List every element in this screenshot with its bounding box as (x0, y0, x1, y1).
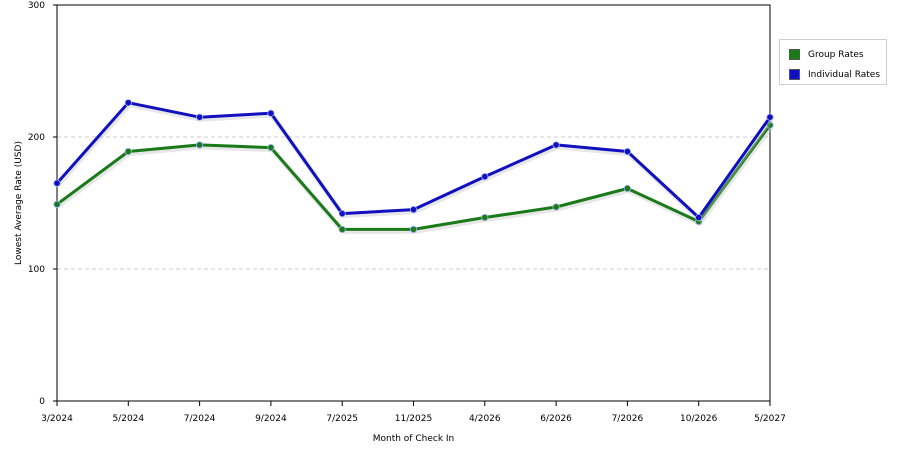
series-line-individual-rates (55, 101, 772, 219)
plot-area-frame (56, 4, 771, 402)
legend-item-group-rates: Group Rates (789, 48, 864, 61)
axes (56, 4, 771, 402)
x-axis-label: Month of Check In (373, 434, 455, 444)
data-point-group-rates (196, 141, 204, 149)
data-point-group-rates (124, 147, 132, 156)
data-point-group-rates (338, 225, 346, 233)
data-point-individual-rates (338, 209, 346, 218)
data-point-individual-rates (409, 206, 418, 214)
y-axis-label: Lowest Average Rate (USD) (14, 141, 24, 265)
data-point-individual-rates (53, 179, 61, 187)
legend: Group Rates Individual Rates (779, 39, 887, 85)
data-point-group-rates (267, 143, 275, 152)
data-point-individual-rates (196, 113, 204, 121)
data-point-group-rates (53, 200, 61, 208)
data-point-individual-rates (124, 99, 132, 107)
x-tick-label: 5/2027 (754, 414, 786, 424)
data-point-individual-rates (481, 173, 489, 181)
x-tick-label: 7/2026 (612, 414, 644, 424)
y-tick-label: 100 (28, 265, 45, 275)
x-tick-label: 9/2024 (255, 414, 287, 424)
series-shadow-group-rates (56, 125, 774, 234)
data-point-group-rates (766, 121, 774, 129)
data-point-individual-rates (552, 141, 560, 149)
x-tick-label: 11/2025 (395, 414, 432, 424)
x-axis-ticks: 3/2024 5/2024 7/2024 9/2024 7/2025 11/2025 4/2… (41, 401, 786, 424)
series-lines (53, 99, 774, 234)
x-tick-label: 3/2024 (41, 414, 73, 424)
legend-label-individual-rates: Individual Rates (808, 69, 881, 80)
series-shadow-individual-rates (56, 101, 774, 224)
legend-swatch-individual-rates (789, 69, 800, 80)
x-tick-label: 4/2026 (469, 414, 501, 424)
x-tick-label: 5/2024 (112, 414, 144, 424)
data-point-individual-rates (267, 109, 275, 117)
y-tick-label: 0 (39, 397, 45, 407)
legend-item-individual-rates: Individual Rates (789, 68, 880, 81)
data-point-individual-rates (623, 147, 632, 156)
data-point-group-rates (409, 225, 418, 233)
data-point-group-rates (481, 213, 489, 222)
data-point-group-rates (552, 203, 560, 211)
x-tick-label: 7/2025 (326, 414, 358, 424)
legend-label-group-rates: Group Rates (808, 49, 864, 60)
data-point-individual-rates (766, 113, 774, 121)
x-tick-label: 10/2026 (680, 414, 718, 424)
y-tick-label: 200 (28, 133, 45, 143)
y-tick-label: 300 (28, 1, 45, 11)
data-point-group-rates (623, 184, 632, 193)
gridlines (57, 136, 770, 270)
x-tick-label: 7/2024 (184, 414, 216, 424)
data-point-individual-rates (695, 213, 703, 222)
x-tick-label: 6/2026 (540, 414, 572, 424)
legend-swatch-group-rates (789, 49, 800, 60)
y-axis-ticks: 0 100 200 300 (28, 1, 57, 407)
